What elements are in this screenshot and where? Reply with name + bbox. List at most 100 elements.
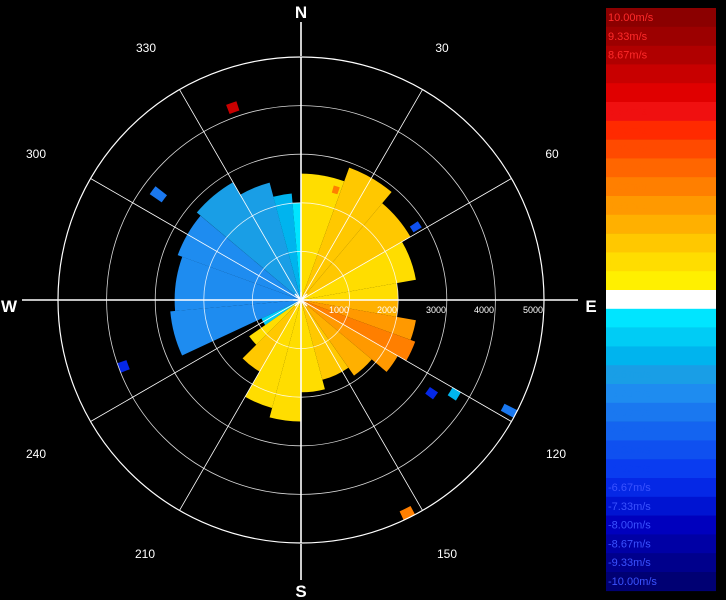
colorbar-swatch [606, 290, 716, 310]
colorbar-label: -5.33m/s [608, 444, 651, 456]
azimuth-spoke [300, 178, 512, 301]
colorbar-swatch [606, 553, 716, 573]
echo-patch [447, 387, 461, 401]
velocity-sector [170, 300, 301, 356]
azimuth-label-60: 60 [545, 147, 559, 161]
azimuth-spoke [90, 299, 302, 422]
colorbar-label: -8.67m/s [608, 538, 651, 550]
range-labels: 1000 2000 3000 4000 5000 [329, 305, 543, 315]
colorbar-label: -2.00m/s [608, 350, 651, 362]
colorbar-swatch [606, 478, 716, 498]
range-label: 3000 [426, 305, 446, 315]
echo-patch [399, 506, 416, 521]
azimuth-spoke [300, 299, 512, 422]
colorbar-label: -2.67m/s [608, 369, 651, 381]
echo-patch [500, 403, 518, 418]
colorbar-swatch [606, 572, 716, 592]
cardinal-labels: N E S W [1, 3, 597, 600]
colorbar-swatch [606, 139, 716, 159]
colorbar-swatch [606, 384, 716, 404]
colorbar-label: -7.33m/s [608, 501, 651, 513]
colorbar-label: 0.00m/s [608, 294, 648, 306]
colorbar-swatch [606, 64, 716, 84]
colorbar-swatch [606, 402, 716, 422]
colorbar-label: 9.33m/s [608, 31, 648, 43]
colorbar-swatch [606, 515, 716, 535]
colorbar-swatch [606, 346, 716, 366]
colorbar-label: 2.67m/s [608, 219, 648, 231]
colorbar-label: 5.33m/s [608, 144, 648, 156]
colorbar-label: 3.33m/s [608, 200, 648, 212]
colorbar-label: 2.00m/s [608, 238, 648, 250]
azimuth-label-210: 210 [135, 547, 155, 561]
east-label: E [585, 297, 596, 316]
velocity-sector [301, 300, 325, 393]
colorbar-label: -4.67m/s [608, 426, 651, 438]
polar-grid [22, 22, 578, 580]
colorbar-swatch [606, 120, 716, 140]
velocity-sector [177, 215, 301, 300]
colorbar-swatch [606, 26, 716, 46]
north-label: N [295, 3, 307, 22]
azimuth-label-330: 330 [136, 41, 156, 55]
velocity-sector [174, 256, 301, 311]
colorbar-label: -10.00m/s [608, 576, 657, 588]
colorbar-label: -4.00m/s [608, 407, 651, 419]
echo-patch [149, 186, 167, 203]
velocity-sector [301, 300, 399, 317]
colorbar-swatch [606, 45, 716, 65]
colorbar-swatch [606, 271, 716, 291]
colorbar-label: -1.33m/s [608, 332, 651, 344]
velocity-sector [269, 300, 301, 422]
velocity-sector [240, 182, 301, 300]
south-label: S [295, 582, 306, 600]
velocity-sector [242, 300, 301, 372]
azimuth-spoke [300, 299, 423, 511]
colorbar-swatch [606, 308, 716, 328]
colorbar-swatch [606, 158, 716, 178]
velocity-sector [301, 241, 416, 300]
azimuth-label-300: 300 [26, 147, 46, 161]
colorbar-swatch [606, 327, 716, 347]
colorbar-label: -6.67m/s [608, 482, 651, 494]
colorbar-label: -8.00m/s [608, 520, 651, 532]
colorbar-swatch [606, 534, 716, 554]
azimuth-labels: 30 60 120 150 210 240 300 330 [26, 41, 566, 561]
colorbar-label: -9.33m/s [608, 557, 651, 569]
echo-patch [425, 387, 438, 400]
colorbar-label: 10.00m/s [608, 12, 654, 24]
velocity-sector [273, 193, 301, 300]
colorbar-label: -3.33m/s [608, 388, 651, 400]
velocity-sector [196, 182, 301, 300]
range-label: 5000 [523, 305, 543, 315]
azimuth-spoke [300, 89, 423, 301]
colorbar-label: 8.00m/s [608, 68, 648, 80]
azimuth-spoke [90, 178, 302, 301]
colorbar-swatch [606, 440, 716, 460]
colorbar-swatch [606, 233, 716, 253]
colorbar-label: 1.33m/s [608, 256, 648, 268]
velocity-sector [245, 300, 301, 408]
velocity-sector [301, 173, 345, 300]
colorbar-swatch [606, 459, 716, 479]
azimuth-label-120: 120 [546, 447, 566, 461]
colorbar-label: 6.00m/s [608, 125, 648, 137]
colorbar-label: 4.67m/s [608, 162, 648, 174]
range-label: 1000 [329, 305, 349, 315]
range-label: 2000 [377, 305, 397, 315]
colorbar-label: 7.33m/s [608, 87, 648, 99]
echo-patch [117, 360, 130, 373]
velocity-sector [301, 300, 416, 340]
velocity-sector [249, 300, 301, 345]
velocity-sector [301, 300, 372, 376]
colorbar-label: -6.00m/s [608, 463, 651, 475]
echo-patch [409, 221, 422, 233]
colorbar-swatch [606, 196, 716, 216]
azimuth-label-30: 30 [435, 41, 449, 55]
colorbar-swatch [606, 177, 716, 197]
colorbar-swatch [606, 8, 716, 28]
colorbar-swatch [606, 252, 716, 272]
velocity-sector [301, 283, 399, 300]
velocity-sectors [170, 167, 416, 422]
